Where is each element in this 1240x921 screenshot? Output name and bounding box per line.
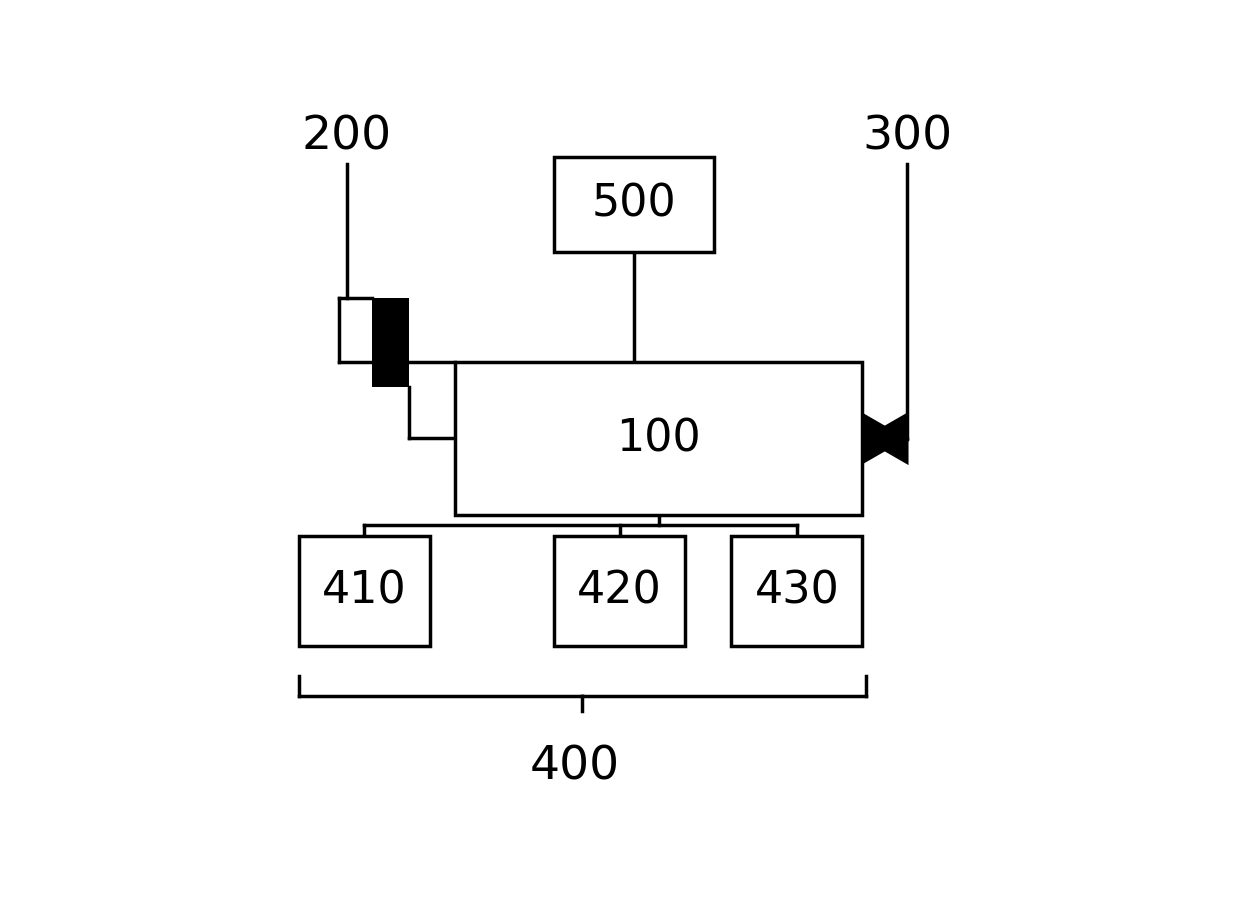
- Bar: [299, 536, 430, 646]
- Text: 500: 500: [591, 183, 676, 226]
- Text: 200: 200: [301, 115, 392, 160]
- Text: 410: 410: [322, 569, 407, 612]
- Text: 430: 430: [754, 569, 839, 612]
- Text: 420: 420: [577, 569, 662, 612]
- Text: 300: 300: [862, 115, 952, 160]
- Polygon shape: [861, 412, 908, 465]
- Bar: [554, 157, 713, 252]
- Bar: [372, 298, 408, 387]
- Bar: [455, 362, 863, 515]
- Bar: [554, 536, 686, 646]
- Text: 400: 400: [531, 744, 620, 789]
- Text: 100: 100: [616, 417, 701, 460]
- Bar: [732, 536, 863, 646]
- Polygon shape: [863, 412, 909, 465]
